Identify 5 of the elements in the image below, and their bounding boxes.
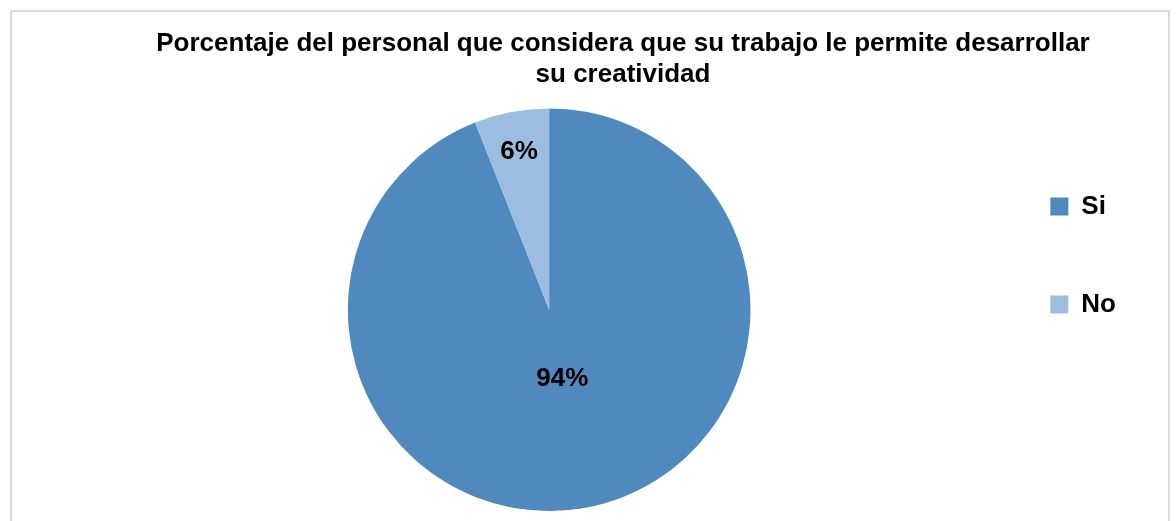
data-label: 94% [536, 362, 589, 393]
data-label: 6% [500, 134, 538, 165]
legend-label: No [1081, 287, 1117, 318]
chart-title: Porcentaje del personal que considera que su trabajo le permite desarrollar su creatividad [156, 26, 1090, 88]
legend-label: Si [1081, 189, 1106, 220]
